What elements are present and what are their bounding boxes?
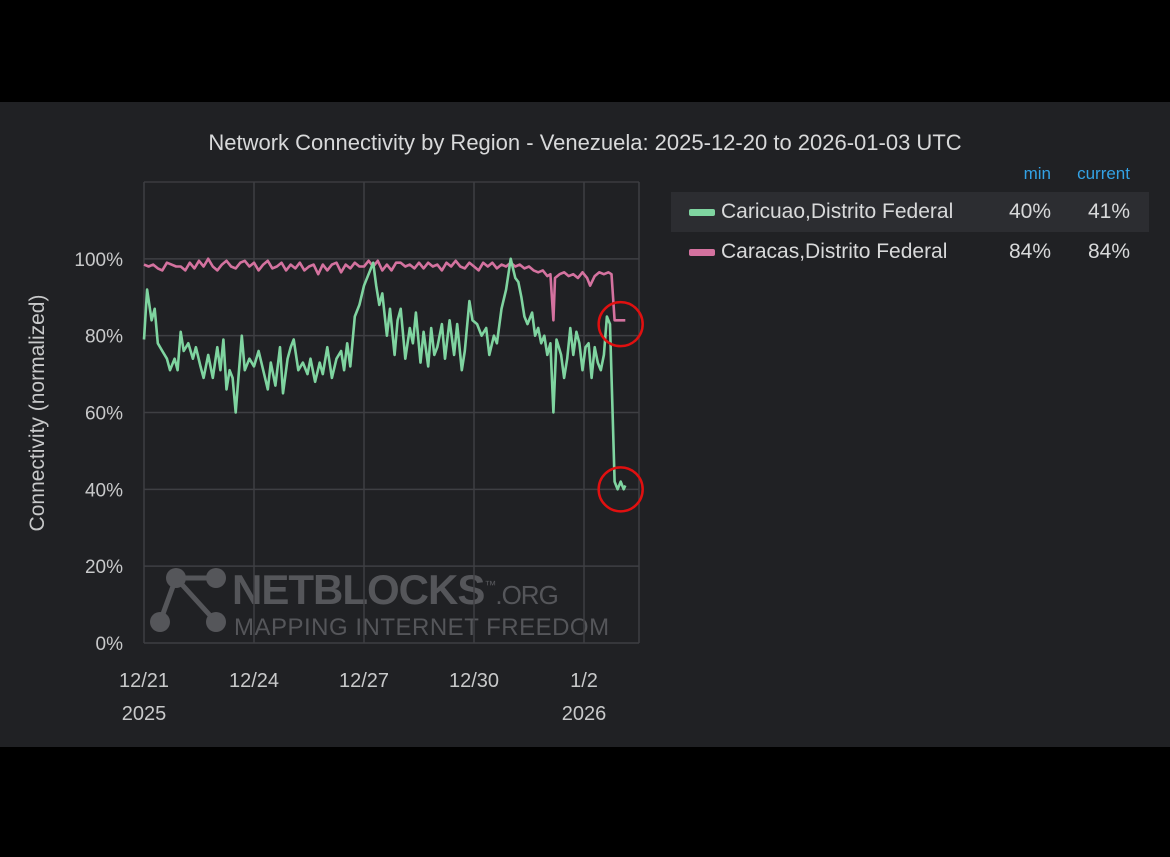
watermark-trademark: ™ — [484, 578, 496, 592]
grid-lines — [143, 181, 640, 644]
legend-item-caracas[interactable]: Caracas,Distrito Federal 84% 84% — [671, 232, 1149, 272]
legend-col-min[interactable]: min — [1023, 164, 1051, 183]
annotation-circle — [597, 466, 644, 513]
x-tick-label: 12/27 — [339, 670, 389, 692]
watermark-brand: NETBLOCKS™.ORG — [232, 566, 559, 614]
legend-min-value: 40% — [1008, 200, 1051, 223]
legend-min-value: 84% — [1008, 240, 1051, 263]
annotation-circle — [597, 300, 644, 348]
netblocks-logo-icon — [150, 568, 226, 632]
annotations — [597, 300, 644, 513]
y-tick-label: 100% — [74, 250, 123, 271]
legend-header: min current — [671, 160, 1149, 192]
y-tick-label: 80% — [85, 327, 123, 348]
x-tick-label: 12/30 — [449, 670, 499, 692]
legend-label: Caracas,Distrito Federal — [721, 240, 948, 263]
series-line-caracas — [143, 257, 626, 322]
series-swatch-icon — [689, 249, 715, 256]
y-axis-label: Connectivity (normalized) — [26, 295, 49, 532]
watermark-brand-name: NETBLOCKS — [232, 566, 485, 613]
legend-col-current[interactable]: current — [1077, 164, 1130, 183]
x-tick-label: 12/24 — [229, 670, 279, 692]
y-tick-label: 0% — [96, 634, 124, 655]
legend-current-value: 84% — [1087, 240, 1130, 263]
legend-item-caricuao[interactable]: Caricuao,Distrito Federal 40% 41% — [671, 192, 1149, 232]
watermark-tagline: MAPPING INTERNET FREEDOM — [234, 614, 610, 641]
legend-label: Caricuao,Distrito Federal — [721, 200, 954, 223]
x-tick-label: 1/2 — [570, 670, 598, 692]
legend: min current Caricuao,Distrito Federal 40… — [671, 160, 1149, 272]
y-tick-label: 40% — [85, 480, 123, 501]
watermark-suffix: .ORG — [495, 580, 558, 610]
netblocks-watermark: NETBLOCKS™.ORG MAPPING INTERNET FREEDOM — [148, 562, 609, 642]
series-swatch-icon — [689, 209, 715, 216]
y-axis-ticks: 0% 20% 40% 60% 80% 100% — [74, 250, 123, 655]
series-line-caricuao — [142, 257, 627, 491]
x-tick-sublabel: 2026 — [562, 703, 607, 725]
legend-current-value: 41% — [1087, 200, 1130, 223]
x-tick-sublabel: 2025 — [122, 703, 167, 725]
y-tick-label: 60% — [85, 404, 123, 425]
x-tick-label: 12/21 — [119, 670, 169, 692]
x-axis-ticks: 12/21 2025 12/24 12/27 12/30 1/2 2026 — [119, 670, 606, 725]
chart-title: Network Connectivity by Region - Venezue… — [208, 130, 962, 155]
series-lines — [142, 257, 627, 491]
y-tick-label: 20% — [85, 557, 123, 578]
